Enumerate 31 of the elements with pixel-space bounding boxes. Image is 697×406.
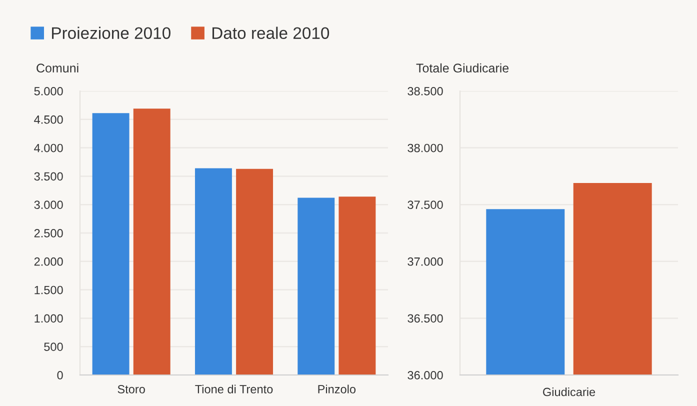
y-tick-label: 4.000 [34, 144, 63, 152]
bar [298, 198, 335, 375]
y-tick-label: 1.500 [34, 286, 63, 294]
y-tick-label: 0 [57, 371, 63, 380]
y-tick-label: 36.500 [408, 314, 443, 323]
bar [133, 108, 170, 375]
x-tick-label: Pinzolo [318, 384, 356, 394]
y-tick-label: 38.000 [408, 144, 443, 152]
x-tick-label: Tione di Trento [195, 384, 273, 394]
y-tick-label: 37.500 [408, 200, 443, 209]
chart-title: Comuni [36, 63, 78, 73]
bar [338, 196, 376, 375]
y-tick-label: 1.000 [34, 314, 63, 323]
y-tick-label: 5.000 [34, 87, 63, 96]
legend-label: Dato reale 2010 [212, 26, 330, 39]
x-tick-label: Storo [118, 385, 145, 394]
legend-label: Proiezione 2010 [52, 26, 170, 39]
y-tick-label: 38.500 [408, 87, 443, 96]
x-axis-title: Giudicarie [543, 388, 596, 396]
y-tick-label: 37.000 [408, 257, 443, 266]
bar [194, 168, 232, 375]
y-tick-label: 3.000 [34, 200, 63, 209]
y-tick-label: 2.500 [34, 229, 63, 238]
bar [236, 168, 274, 375]
chart-title: Totale Giudicarie [416, 63, 509, 73]
bar [92, 113, 130, 375]
y-tick-label: 500 [44, 342, 63, 351]
y-tick-label: 4.500 [34, 115, 63, 124]
y-tick-label: 2.000 [34, 257, 63, 266]
y-tick-label: 36.000 [408, 371, 443, 380]
y-tick-label: 3.500 [34, 172, 63, 181]
